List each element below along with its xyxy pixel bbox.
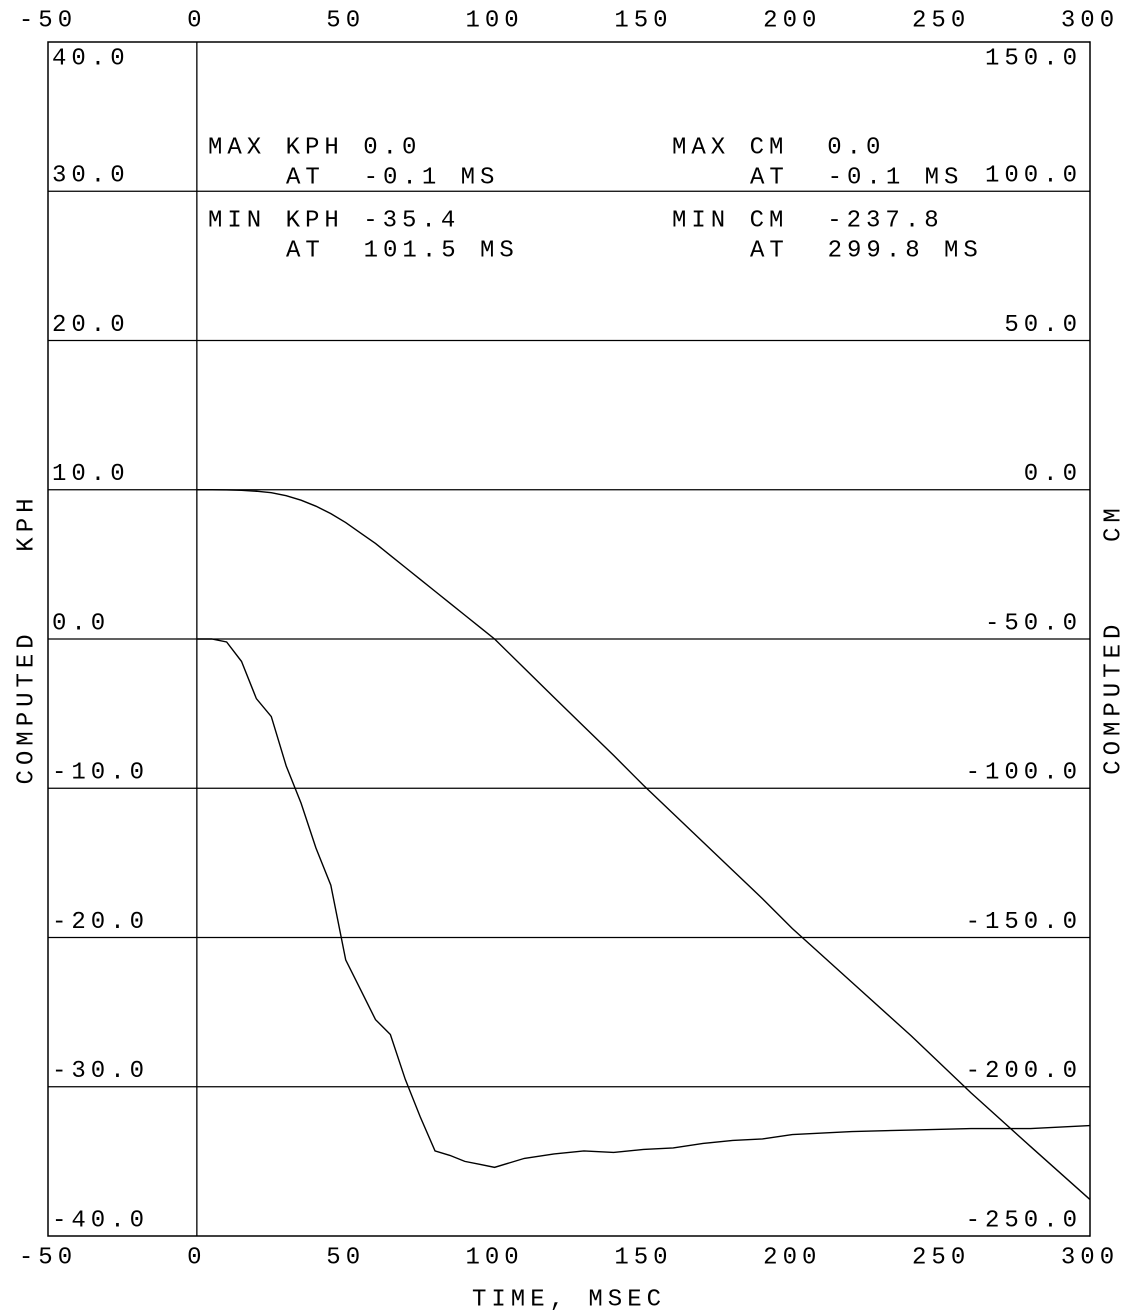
x-tick-label: 200 <box>763 1244 821 1271</box>
y2-tick-label: -150.0 <box>966 909 1082 936</box>
annotation: MAX CM 0.0 <box>672 134 885 161</box>
y-axis-label: COMPUTED KPH <box>13 493 40 784</box>
x-tick-label: 250 <box>912 1244 970 1271</box>
y-tick-label: 20.0 <box>52 312 130 339</box>
x-tick-label-top: -50 <box>19 7 77 34</box>
y2-tick-label: -200.0 <box>966 1058 1082 1085</box>
x-axis-label: TIME, MSEC <box>472 1286 666 1313</box>
y2-tick-label: 100.0 <box>985 163 1082 190</box>
annotation: MIN KPH -35.4 <box>208 207 460 234</box>
x-tick-label-top: 100 <box>465 7 523 34</box>
y2-tick-label: -250.0 <box>966 1207 1082 1234</box>
x-tick-label: 150 <box>614 1244 672 1271</box>
x-tick-label: 300 <box>1061 1244 1119 1271</box>
y-tick-label: 0.0 <box>52 610 110 637</box>
y2-tick-label: -100.0 <box>966 760 1082 787</box>
annotation: AT -0.1 MS <box>750 164 963 191</box>
series-line <box>196 489 1091 1201</box>
y2-axis-label: COMPUTED CM <box>1100 503 1127 775</box>
y-tick-label: 10.0 <box>52 461 130 488</box>
y-tick-label: -30.0 <box>52 1058 149 1085</box>
x-tick-label-top: 150 <box>614 7 672 34</box>
annotation: AT 299.8 MS <box>750 237 983 264</box>
x-tick-label-top: 300 <box>1061 7 1119 34</box>
x-tick-label-top: 200 <box>763 7 821 34</box>
annotation: MIN CM -237.8 <box>672 207 944 234</box>
x-tick-label: -50 <box>19 1244 77 1271</box>
annotation: AT 101.5 MS <box>286 237 519 264</box>
x-tick-label: 100 <box>465 1244 523 1271</box>
x-tick-label: 50 <box>326 1244 365 1271</box>
y-tick-label: -10.0 <box>52 760 149 787</box>
y2-tick-label: 50.0 <box>1004 312 1082 339</box>
y-tick-label: -20.0 <box>52 909 149 936</box>
series-line <box>196 638 1091 1169</box>
annotation: MAX KPH 0.0 <box>208 134 421 161</box>
x-tick-label: 0 <box>187 1244 206 1271</box>
x-tick-label-top: 50 <box>326 7 365 34</box>
y-tick-label: 30.0 <box>52 163 130 190</box>
y2-tick-label: -50.0 <box>985 610 1082 637</box>
x-tick-label-top: 250 <box>912 7 970 34</box>
y2-tick-label: 0.0 <box>1024 461 1082 488</box>
x-tick-label-top: 0 <box>187 7 206 34</box>
annotation: AT -0.1 MS <box>286 164 499 191</box>
y2-tick-label: 150.0 <box>985 45 1082 72</box>
y-tick-label: 40.0 <box>52 45 130 72</box>
y-tick-label: -40.0 <box>52 1207 149 1234</box>
